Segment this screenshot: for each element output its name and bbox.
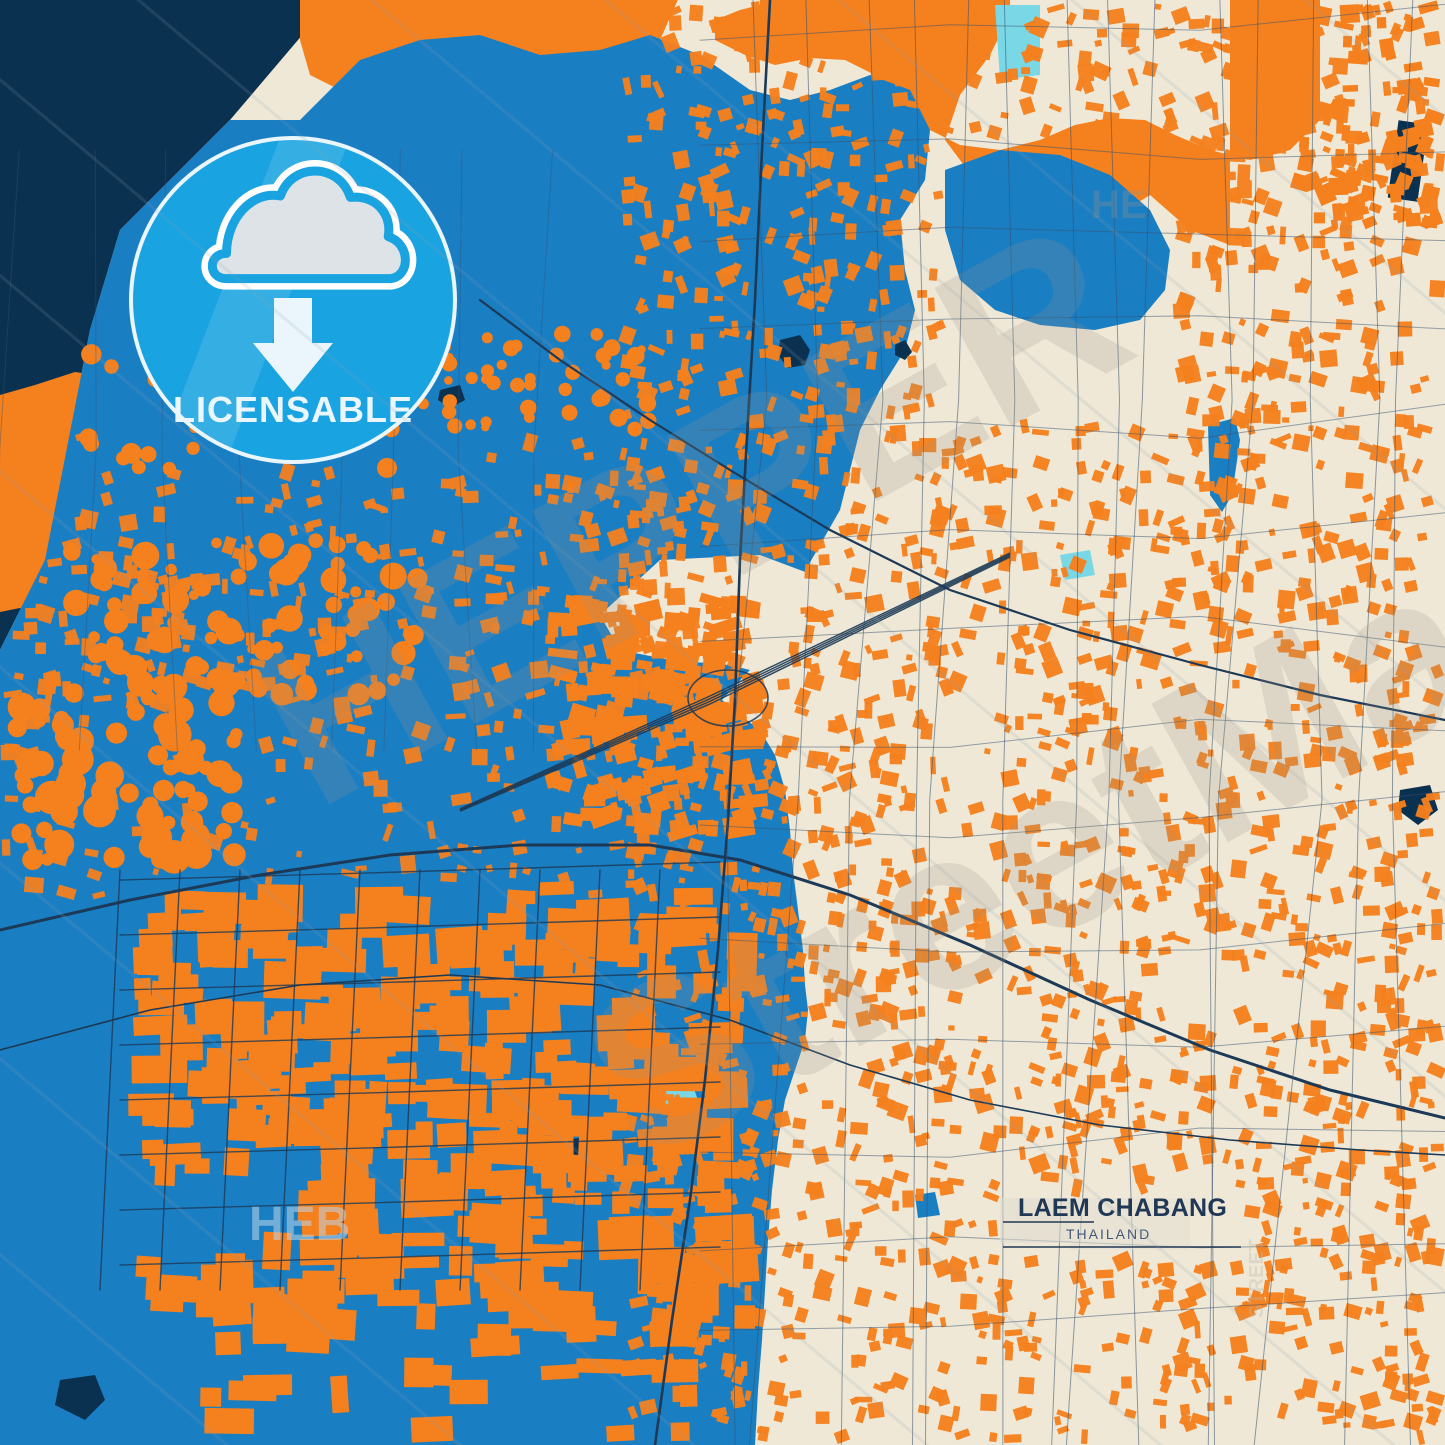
svg-text:HE: HE xyxy=(1091,183,1147,227)
svg-text:HEB: HEB xyxy=(249,1198,350,1251)
svg-text:STREET: STREET xyxy=(1246,1239,1268,1318)
svg-text:THAILAND: THAILAND xyxy=(1066,1226,1151,1242)
